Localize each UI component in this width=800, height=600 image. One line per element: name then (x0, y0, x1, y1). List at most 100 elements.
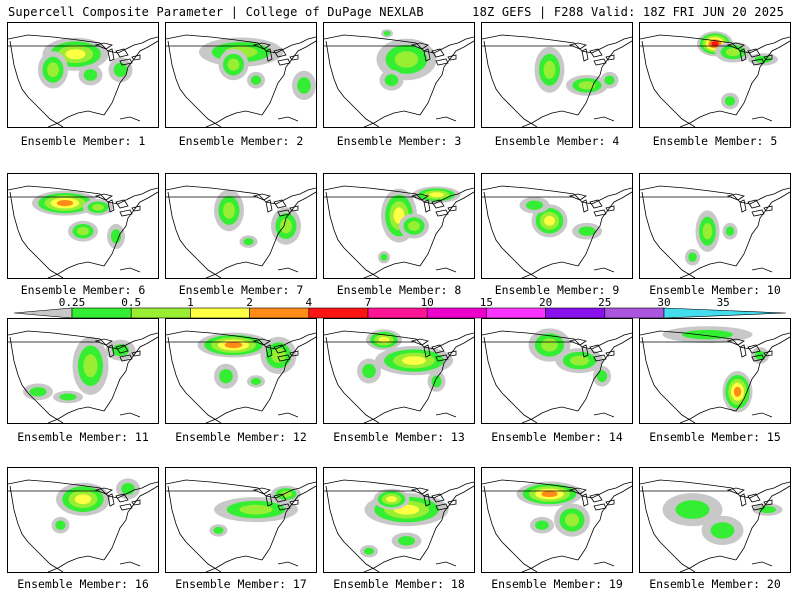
colorbar-tick-label: 1 (187, 296, 194, 309)
scp-contour (711, 41, 719, 47)
scp-contour (526, 200, 543, 210)
ensemble-member-label: Ensemble Member: 11 (17, 430, 149, 444)
ensemble-member-map (481, 173, 633, 279)
ensemble-member-map (165, 173, 317, 279)
ensemble-member-map (639, 22, 791, 128)
ensemble-member-label: Ensemble Member: 17 (175, 577, 307, 591)
color-scale-bar: 0.25 0.5 1 2 4 7 10 15 20 25 30 35 (13, 296, 787, 319)
scp-contour (682, 329, 733, 340)
ensemble-member-map (7, 22, 159, 128)
colorbar-tick-label: 7 (365, 296, 372, 309)
scp-contour (74, 494, 92, 505)
colorbar-segment (130, 307, 191, 319)
ensemble-member-map (7, 173, 159, 279)
ensemble-member-map (639, 318, 791, 424)
colorbar-tick-label: 2 (246, 296, 253, 309)
colorbar-tick-label: 25 (598, 296, 611, 309)
scp-contour (386, 496, 397, 503)
scp-contour (383, 31, 391, 36)
ensemble-member-label: Ensemble Member: 5 (652, 134, 778, 148)
scp-contour (92, 204, 104, 211)
colorbar-segment (71, 307, 132, 319)
scp-contour (543, 60, 556, 79)
scp-contour (280, 218, 292, 234)
ensemble-member-label: Ensemble Member: 15 (649, 430, 781, 444)
scp-contour (29, 387, 47, 397)
scp-contour (578, 226, 596, 236)
scp-contour (83, 354, 98, 378)
colorbar-segment (249, 307, 310, 319)
scp-contour (408, 221, 420, 231)
scp-contour (596, 370, 608, 383)
ensemble-member-label: Ensemble Member: 18 (333, 577, 465, 591)
scp-contour (56, 200, 74, 207)
colorbar-tick-label: 20 (539, 296, 552, 309)
scp-contour (378, 336, 390, 343)
scp-contour (65, 49, 86, 60)
ensemble-member-label: Ensemble Member: 10 (649, 283, 781, 297)
scp-contour (223, 202, 235, 219)
colorbar-tick-label: 4 (305, 296, 312, 309)
scp-contour (47, 62, 59, 78)
scp-contour (297, 77, 311, 94)
ensemble-member-label: Ensemble Member: 14 (491, 430, 623, 444)
scp-contour (110, 229, 122, 244)
scp-contour (219, 369, 233, 384)
ensemble-member-map (165, 467, 317, 573)
colorbar-segment (545, 307, 606, 319)
ensemble-member-map (165, 22, 317, 128)
ensemble-member-label: Ensemble Member: 2 (178, 134, 304, 148)
ensemble-member-map (7, 467, 159, 573)
scp-contour (675, 500, 710, 519)
scp-contour (362, 363, 376, 379)
scp-contour (578, 81, 596, 90)
colorbar-segment (308, 307, 369, 319)
scp-contour (243, 238, 254, 246)
scp-contour (688, 252, 697, 262)
ensemble-member-label: Ensemble Member: 4 (494, 134, 620, 148)
ensemble-member-map (481, 22, 633, 128)
ensemble-member-label: Ensemble Member: 8 (336, 283, 462, 297)
colorbar-tick-label: 0.25 (59, 296, 86, 309)
ensemble-member-map (323, 318, 475, 424)
scp-contour (224, 341, 243, 349)
colorbar-tick-label: 10 (421, 296, 434, 309)
scp-contour (77, 227, 89, 236)
scp-contour (725, 226, 735, 236)
scp-contour (380, 253, 388, 261)
scp-contour (55, 520, 66, 530)
scp-contour (702, 223, 713, 240)
colorbar-tick-label: 35 (717, 296, 730, 309)
scp-contour (394, 51, 419, 68)
colorbar-segment (426, 307, 487, 319)
scp-contour (604, 75, 615, 85)
scp-contour (710, 522, 735, 539)
ensemble-member-label: Ensemble Member: 6 (20, 283, 146, 297)
colorbar-segment (604, 307, 665, 319)
ensemble-member-map (481, 318, 633, 424)
ensemble-member-label: Ensemble Member: 12 (175, 430, 307, 444)
ensemble-member-map (323, 22, 475, 128)
ensemble-member-map (481, 467, 633, 573)
colorbar-tick-label: 30 (657, 296, 670, 309)
ensemble-member-map (639, 173, 791, 279)
colorbar-segment (663, 307, 787, 319)
scp-contour (431, 375, 442, 388)
scp-contour (239, 504, 273, 515)
colorbar-segment (190, 307, 250, 319)
scp-contour (570, 355, 589, 366)
colorbar-segment (486, 307, 546, 319)
scp-contour (724, 96, 736, 106)
run-info: 18Z GEFS | F288 Valid: 18Z FRI JUN 20 20… (472, 5, 784, 19)
scp-contour (59, 393, 77, 401)
ensemble-member-map (323, 173, 475, 279)
scp-contour (213, 526, 224, 534)
scp-contour (227, 58, 240, 71)
scp-contour (250, 75, 262, 85)
colorbar-segment (367, 307, 428, 319)
colorbar-tick-label: 0.5 (121, 296, 141, 309)
ensemble-member-label: Ensemble Member: 3 (336, 134, 462, 148)
colorbar-segment (13, 307, 73, 319)
scp-contour (250, 377, 262, 385)
scp-contour (83, 69, 98, 81)
